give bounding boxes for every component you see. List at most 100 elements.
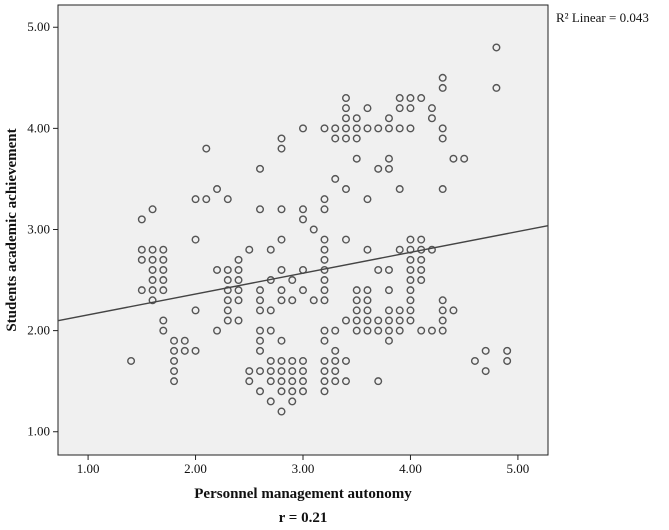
data-point: [363, 286, 372, 295]
x-tick-label: 5.00: [507, 461, 530, 476]
data-point: [417, 265, 426, 274]
data-point: [384, 164, 393, 173]
data-point: [309, 225, 318, 234]
data-point: [406, 316, 415, 325]
data-point: [341, 94, 350, 103]
data-point: [363, 316, 372, 325]
data-point: [417, 255, 426, 264]
data-point: [352, 326, 361, 335]
data-point: [170, 356, 179, 365]
data-point: [438, 326, 447, 335]
y-tick-label: 2.00: [27, 323, 50, 338]
data-point: [427, 326, 436, 335]
data-point: [320, 296, 329, 305]
data-point: [159, 265, 168, 274]
x-tick-label: 3.00: [292, 461, 315, 476]
data-point: [299, 124, 308, 133]
data-point: [148, 265, 157, 274]
data-point: [341, 316, 350, 325]
data-point: [277, 134, 286, 143]
data-point: [213, 185, 222, 194]
data-point: [288, 397, 297, 406]
data-point: [331, 134, 340, 143]
data-point: [331, 377, 340, 386]
data-point: [341, 124, 350, 133]
y-tick-label: 3.00: [27, 221, 50, 236]
data-point: [234, 255, 243, 264]
data-point: [395, 104, 404, 113]
data-point: [234, 286, 243, 295]
data-point: [331, 367, 340, 376]
data-point: [438, 316, 447, 325]
data-point: [503, 346, 512, 355]
x-tick-label: 2.00: [184, 461, 207, 476]
data-point: [352, 316, 361, 325]
data-point: [449, 154, 458, 163]
data-point: [320, 124, 329, 133]
data-point: [256, 346, 265, 355]
data-point: [438, 296, 447, 305]
data-point: [417, 326, 426, 335]
data-point: [406, 255, 415, 264]
data-point: [191, 346, 200, 355]
data-point: [374, 265, 383, 274]
data-point: [374, 316, 383, 325]
data-point: [299, 215, 308, 224]
data-point: [406, 94, 415, 103]
data-point: [277, 144, 286, 153]
data-point: [309, 296, 318, 305]
data-point: [460, 154, 469, 163]
data-point: [299, 205, 308, 214]
data-point: [299, 356, 308, 365]
data-point: [202, 195, 211, 204]
data-point: [320, 326, 329, 335]
data-point: [288, 356, 297, 365]
data-point: [352, 306, 361, 315]
data-point: [417, 235, 426, 244]
data-point: [427, 245, 436, 254]
data-point: [363, 124, 372, 133]
data-point: [277, 377, 286, 386]
data-point: [223, 286, 232, 295]
data-point: [256, 306, 265, 315]
data-point: [395, 124, 404, 133]
data-point: [277, 296, 286, 305]
data-point: [245, 245, 254, 254]
data-point: [159, 255, 168, 264]
data-point: [341, 377, 350, 386]
data-point: [223, 195, 232, 204]
data-point: [266, 326, 275, 335]
data-point: [191, 306, 200, 315]
data-point: [320, 235, 329, 244]
data-point: [406, 124, 415, 133]
data-point: [320, 245, 329, 254]
data-point: [256, 326, 265, 335]
data-point: [352, 296, 361, 305]
data-point: [384, 265, 393, 274]
data-point: [395, 94, 404, 103]
data-point: [223, 296, 232, 305]
data-point: [438, 134, 447, 143]
data-point: [395, 185, 404, 194]
data-point: [277, 205, 286, 214]
data-point: [256, 387, 265, 396]
data-point: [148, 245, 157, 254]
data-point: [234, 296, 243, 305]
data-point: [256, 336, 265, 345]
data-point: [288, 377, 297, 386]
data-point: [277, 407, 286, 416]
data-point: [363, 104, 372, 113]
data-point: [277, 367, 286, 376]
data-point: [288, 276, 297, 285]
data-point: [395, 306, 404, 315]
data-point: [148, 286, 157, 295]
data-point: [320, 276, 329, 285]
data-point: [449, 306, 458, 315]
data-point: [374, 377, 383, 386]
data-point: [191, 195, 200, 204]
data-point: [288, 367, 297, 376]
data-point: [191, 235, 200, 244]
data-point: [384, 124, 393, 133]
data-point: [331, 174, 340, 183]
